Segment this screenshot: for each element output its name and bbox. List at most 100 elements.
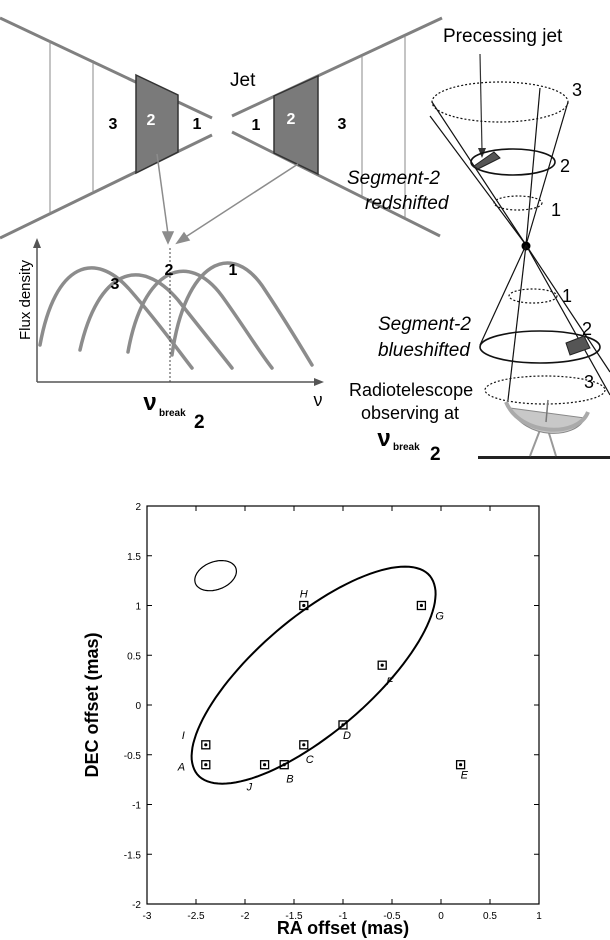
spectrum-nu-subscript: break <box>159 408 186 419</box>
radio-telescope: Radiotelescope observing at ν break 2 <box>349 380 610 465</box>
data-point-G <box>416 600 427 611</box>
blueshift-label-line2: blueshifted <box>378 340 471 361</box>
left-segment-label-1: 1 <box>193 116 202 133</box>
data-point-center <box>419 603 423 608</box>
y-tick-label: 0.5 <box>127 651 141 662</box>
cone-label-lower-3: 3 <box>584 372 594 392</box>
data-point-label: A <box>177 762 185 774</box>
x-tick-label: -1.5 <box>285 911 303 922</box>
data-point-label: J <box>246 782 253 794</box>
data-point-center <box>341 723 345 727</box>
x-tick-label: -3 <box>143 911 152 922</box>
spectrum-nu-number: 2 <box>194 412 205 433</box>
telescope-nu-symbol: ν <box>377 425 390 452</box>
telescope-nu-number: 2 <box>430 444 441 465</box>
right-segment-label-1: 1 <box>252 117 261 134</box>
cone-label-lower-2: 2 <box>582 319 592 339</box>
spectrum-curve-3 <box>78 273 234 370</box>
data-point-center <box>302 603 306 608</box>
data-point-label: F <box>386 676 394 688</box>
data-point-D <box>338 720 348 730</box>
data-point-label: C <box>306 754 314 766</box>
plot-frame <box>146 505 540 905</box>
left-segment-label-3: 3 <box>109 116 118 133</box>
data-point-center <box>204 763 208 767</box>
data-point-center <box>459 763 463 767</box>
x-tick-label: -2.5 <box>187 911 205 922</box>
segment-arrows <box>156 153 299 245</box>
y-tick-label: -1 <box>132 801 141 812</box>
cone-label-lower-1: 1 <box>562 286 572 306</box>
scatter-plot: -3 -2.5 -2 -1.5 -1 -0.5 0 0.5 1 -2 -1.5 -1 -0.5 0 0.5… <box>82 502 542 938</box>
spectrum-xlabel: ν <box>314 390 323 410</box>
data-point-A <box>201 760 211 770</box>
redshift-label-line2: redshifted <box>365 193 450 214</box>
dish-icon <box>478 399 610 459</box>
blueshift-label-line1: Segment-2 <box>378 314 471 335</box>
spectrum-label-1: 1 <box>229 262 238 279</box>
cone-label-upper-2: 2 <box>560 156 570 176</box>
left-segment-2 <box>135 73 179 175</box>
data-point-center <box>302 743 306 747</box>
redshift-label-line1: Segment-2 <box>347 168 440 189</box>
x-tick-label: 1 <box>536 911 542 922</box>
data-point-H <box>299 600 309 611</box>
data-point-E <box>455 760 466 770</box>
right-segment-label-2: 2 <box>287 111 296 128</box>
data-point-B <box>279 760 289 770</box>
data-point-I <box>201 740 211 750</box>
x-tick-label: 0 <box>438 911 444 922</box>
x-tick-label: -0.5 <box>383 911 401 922</box>
y-tick-label: 0 <box>135 701 141 712</box>
data-point-label: E <box>461 770 469 782</box>
spectrum-curve-1 <box>170 261 314 367</box>
blueshifted-segment <box>565 335 591 356</box>
spectrum-label-3: 3 <box>111 276 120 293</box>
y-tick-label: 2 <box>135 502 141 513</box>
spectrum-curve-2 <box>126 269 274 370</box>
spectrum-label-2: 2 <box>165 262 174 279</box>
spectrum-ylabel: Flux density <box>17 259 34 340</box>
right-segment-label-3: 3 <box>338 116 347 133</box>
data-point-C <box>299 740 309 750</box>
data-point-J <box>259 760 270 770</box>
x-tick-label: -1 <box>339 911 348 922</box>
y-tick-label: 1 <box>135 602 141 613</box>
cone-label-upper-1: 1 <box>551 200 561 220</box>
fit-ellipse <box>190 565 437 785</box>
left-segment-label-2: 2 <box>147 112 156 129</box>
telescope-label-line1: Radiotelescope <box>349 380 473 400</box>
y-axis-ticks: -2 -1.5 -1 -0.5 0 0.5 1 1.5 2 <box>124 502 539 911</box>
data-point-label: G <box>435 611 444 623</box>
ellipses <box>190 560 437 785</box>
y-tick-label: -0.5 <box>124 751 142 762</box>
precessing-arrow <box>479 53 483 151</box>
y-tick-label: 1.5 <box>127 552 141 563</box>
telescope-nu-subscript: break <box>393 442 420 453</box>
precessing-jet: Precessing jet <box>347 26 610 405</box>
spectrum-nu-symbol: ν <box>143 389 156 416</box>
cone-label-upper-3: 3 <box>572 80 582 100</box>
data-point-center <box>204 743 208 747</box>
redshifted-segment <box>473 151 501 170</box>
x-tick-label: -2 <box>241 911 250 922</box>
y-tick-label: -2 <box>132 900 141 911</box>
x-axis-label: RA offset (mas) <box>277 918 409 938</box>
y-tick-label: -1.5 <box>124 850 142 861</box>
telescope-label-line2: observing at <box>361 403 459 423</box>
jet-schematic: 3 2 1 Jet 1 2 3 <box>0 16 610 465</box>
data-point-label: H <box>300 589 308 601</box>
data-point-label: B <box>286 774 293 786</box>
jet-label: Jet <box>230 70 256 91</box>
data-point-center <box>380 663 384 667</box>
right-segment-2 <box>273 74 319 176</box>
data-point-label: I <box>182 730 185 742</box>
data-point-label: D <box>343 730 351 742</box>
data-points: A I J B C D F G H E <box>177 589 469 794</box>
right-jet-cone: 1 2 3 <box>231 16 443 238</box>
precessing-jet-label: Precessing jet <box>443 26 563 47</box>
data-point-F <box>377 660 387 670</box>
x-axis-ticks: -3 -2.5 -2 -1.5 -1 -0.5 0 0.5 1 <box>143 506 542 922</box>
x-tick-label: 0.5 <box>483 911 497 922</box>
